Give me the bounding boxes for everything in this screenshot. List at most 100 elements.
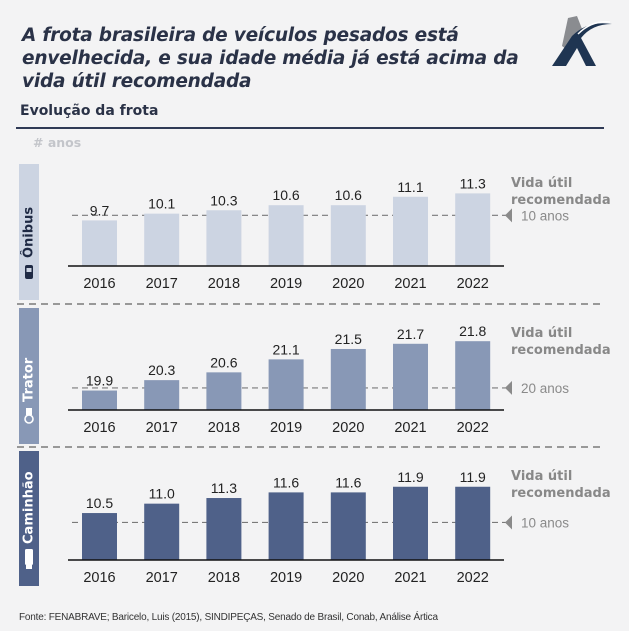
- x-tick-label: 2021: [394, 570, 426, 586]
- data-label: 11.9: [397, 469, 423, 485]
- bar: [82, 390, 117, 410]
- data-label: 21.1: [272, 341, 299, 357]
- bar: [206, 372, 242, 410]
- reference-value-label: 10 anos: [521, 208, 569, 223]
- reference-marker: [505, 380, 512, 395]
- title-line: A frota brasileira de veículos pesados e…: [22, 25, 459, 46]
- data-label: 21.5: [335, 331, 362, 347]
- data-label: 11.0: [149, 486, 175, 502]
- subtitle-divider: [16, 127, 604, 129]
- reference-title: Vida útil: [511, 469, 572, 484]
- x-tick-label: 2017: [146, 276, 178, 292]
- reference-marker: [505, 208, 512, 223]
- data-label: 11.3: [460, 175, 486, 191]
- data-label: 11.6: [273, 474, 299, 490]
- title-line: envelhecida, e sua idade média já está a…: [22, 48, 519, 69]
- data-label: 21.7: [397, 326, 424, 342]
- data-label: 21.8: [459, 323, 486, 339]
- logo-navy-swoosh: [552, 23, 612, 66]
- x-tick-label: 2022: [457, 276, 489, 292]
- bar: [144, 213, 180, 266]
- bar: [82, 513, 117, 560]
- data-label: 20.3: [148, 362, 175, 378]
- category-band: [19, 164, 39, 300]
- page-title: A frota brasileira de veículos pesados e…: [22, 24, 532, 93]
- x-tick-label: 2016: [83, 276, 115, 292]
- bar: [393, 343, 428, 410]
- truck-body: [25, 549, 33, 565]
- x-tick-label: 2017: [146, 420, 178, 436]
- tractor-icon: [24, 408, 34, 424]
- panel-caminhão: Caminhão 10 anos Vida útil recomendada 10.5 2…: [19, 451, 611, 586]
- bar: [393, 486, 428, 560]
- x-tick-label: 2016: [83, 420, 115, 436]
- x-tick-label: 2019: [270, 570, 302, 586]
- category-band: [19, 308, 39, 444]
- x-tick-label: 2019: [270, 420, 302, 436]
- data-label: 19.9: [86, 373, 113, 389]
- bar: [206, 210, 242, 266]
- bus-icon: [25, 265, 33, 279]
- x-tick-label: 2019: [270, 276, 302, 292]
- data-label: 9.7: [90, 202, 110, 218]
- data-label: 11.1: [397, 179, 423, 195]
- bar: [82, 220, 117, 266]
- data-label: 10.3: [210, 192, 237, 208]
- data-label: 10.5: [86, 495, 113, 511]
- artica-logo-icon: [552, 16, 612, 66]
- category-band: [19, 451, 39, 586]
- unit-label: # anos: [33, 135, 82, 150]
- truck-icon: [25, 549, 33, 569]
- data-label: 20.6: [210, 354, 237, 370]
- data-label: 10.1: [148, 196, 175, 212]
- x-tick-label: 2020: [332, 276, 364, 292]
- bar: [206, 498, 242, 560]
- x-tick-label: 2022: [457, 420, 489, 436]
- x-tick-label: 2018: [208, 420, 240, 436]
- x-tick-label: 2016: [83, 570, 115, 586]
- bar: [330, 348, 366, 410]
- reference-title: recomendada: [511, 193, 611, 208]
- reference-title: Vida útil: [511, 326, 572, 341]
- data-label: 11.6: [335, 474, 361, 490]
- x-tick-label: 2020: [332, 570, 364, 586]
- bar: [455, 193, 491, 266]
- reference-value-label: 10 anos: [521, 515, 569, 530]
- reference-marker: [505, 515, 512, 530]
- data-label: 11.3: [211, 480, 237, 496]
- x-tick-label: 2018: [208, 276, 240, 292]
- bar: [330, 205, 366, 266]
- category-label: Ônibus: [21, 207, 37, 258]
- data-label: 10.6: [335, 187, 362, 203]
- reference-title: recomendada: [511, 486, 611, 501]
- tractor-cab: [26, 408, 32, 415]
- x-tick-label: 2021: [394, 276, 426, 292]
- x-tick-label: 2020: [332, 420, 364, 436]
- reference-value-label: 20 anos: [521, 381, 569, 396]
- category-label: Caminhão: [22, 471, 37, 544]
- x-tick-label: 2018: [208, 570, 240, 586]
- x-tick-label: 2022: [457, 570, 489, 586]
- bar: [144, 380, 180, 410]
- category-label: Trator: [22, 357, 37, 402]
- bar: [330, 492, 366, 560]
- source-note: Fonte: FENABRAVE; Baricelo, Luis (2015),…: [19, 612, 438, 623]
- data-label: 10.6: [272, 187, 299, 203]
- truck-cab: [26, 565, 32, 569]
- reference-title: recomendada: [511, 343, 611, 358]
- bar: [393, 196, 428, 266]
- x-tick-label: 2017: [146, 570, 178, 586]
- data-label: 11.9: [460, 469, 486, 485]
- panel-trator: Trator 20 anos Vida útil recomendada 19.9 201…: [19, 308, 611, 444]
- x-tick-label: 2021: [394, 420, 426, 436]
- panel-ônibus: Ônibus 10 anos Vida útil recomendada 9.7 2016…: [19, 164, 611, 300]
- bar: [455, 486, 491, 560]
- bar: [268, 359, 304, 410]
- bar: [268, 492, 304, 560]
- section-subtitle: Evolução da frota: [20, 103, 159, 119]
- bus-window: [26, 268, 32, 272]
- bar: [268, 205, 304, 266]
- bar: [144, 503, 180, 560]
- reference-title: Vida útil: [511, 176, 572, 191]
